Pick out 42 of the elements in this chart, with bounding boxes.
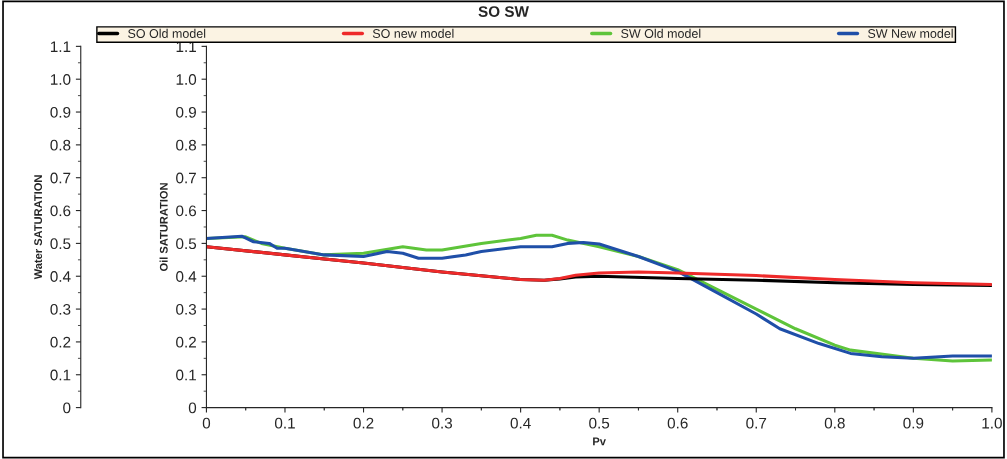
y2-tick-label: 0.2 xyxy=(176,336,196,348)
y-tick-label: 0 xyxy=(63,402,71,414)
y2-tick-label: 0.6 xyxy=(176,205,197,217)
y-tick-label: 0.5 xyxy=(50,238,71,250)
x-tick-label: 0.6 xyxy=(667,417,688,429)
y-tick-label: 0.6 xyxy=(50,205,71,217)
y2-tick-label: 0.4 xyxy=(176,271,197,282)
x-tick-label: 0.3 xyxy=(432,417,453,429)
y2-tick-label: 0.9 xyxy=(176,106,196,118)
x-tick-label: 0.7 xyxy=(746,417,767,429)
x-tick-label: 0.5 xyxy=(589,417,610,429)
y-tick-label: 0.1 xyxy=(50,369,71,381)
y2-tick-label: 1.0 xyxy=(176,74,197,85)
y-tick-label: 0.9 xyxy=(50,106,71,118)
legend-label: SW New model xyxy=(868,28,953,38)
y2-tick-label: 0.3 xyxy=(176,303,197,315)
y-tick-label: 1.1 xyxy=(50,41,71,52)
x-tick-label: 0.8 xyxy=(824,417,845,429)
x-tick-label: 0.9 xyxy=(903,417,924,429)
y2-tick-label: 0.5 xyxy=(176,238,197,250)
x-tick-label: 0.1 xyxy=(274,417,295,429)
y-tick-label: 1.0 xyxy=(50,74,71,85)
y2-tick-label: 0.7 xyxy=(176,172,196,184)
x-tick-label: 0 xyxy=(202,417,211,429)
x-tick-label: 1.0 xyxy=(982,417,1002,429)
y-tick-label: 0.2 xyxy=(50,336,71,348)
y2-axis-title: Oil SATURATION xyxy=(159,183,168,272)
y2-tick-label: 0.1 xyxy=(176,369,196,381)
y2-tick-label: 0 xyxy=(188,402,197,414)
y-tick-label: 0.3 xyxy=(50,303,71,315)
x-axis-title: Pv xyxy=(593,437,606,446)
legend-label: SW Old model xyxy=(621,28,701,38)
y-tick-label: 0.8 xyxy=(50,139,71,151)
chart-title: SO SW xyxy=(478,6,529,17)
y2-tick-label: 0.8 xyxy=(176,139,197,151)
y-tick-label: 0.7 xyxy=(50,172,71,184)
legend-label: SO Old model xyxy=(128,28,206,38)
legend-label: SO new model xyxy=(372,28,454,38)
x-tick-label: 0.2 xyxy=(353,417,374,429)
y-tick-label: 0.4 xyxy=(50,271,71,282)
x-tick-label: 0.4 xyxy=(510,417,531,429)
y-axis-title: Water SATURATION xyxy=(34,175,43,280)
